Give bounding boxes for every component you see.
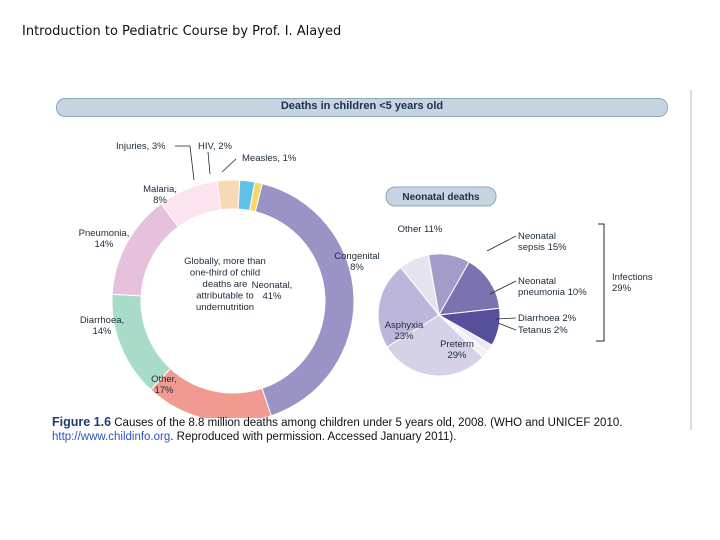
donut-label-other: Other, 17% xyxy=(151,374,177,396)
donut-label-pneumonia: Pneumonia, 14% xyxy=(79,228,130,250)
chart-title: Deaths in children <5 years old xyxy=(280,100,444,112)
donut-label-hiv: HIV, 2% xyxy=(198,141,233,152)
under-five-donut-chart xyxy=(111,179,355,418)
infections-label: Infections 29% xyxy=(612,272,653,294)
slice-neonatal-sepsis xyxy=(438,261,501,316)
leader-tetanus xyxy=(497,322,517,331)
slice-injuries xyxy=(216,179,241,211)
figure-edge-rule xyxy=(690,90,692,430)
donut-label-measles: Measles, 1% xyxy=(242,153,297,164)
chart-banner: Deaths in children <5 years old xyxy=(56,98,668,117)
neonatal-label-tetanus: Tetanus 2% xyxy=(518,325,568,336)
slice-asphyxia xyxy=(377,266,440,348)
caption-tail: . Reproduced with permission. Accessed J… xyxy=(170,431,457,443)
neonatal-labels: Other 11% Neonatal sepsis 15% Neonatal pneum… xyxy=(334,224,587,361)
donut-label-malaria: Malaria, 8% xyxy=(143,184,177,206)
neonatal-label-preterm: Preterm 29% xyxy=(440,339,474,361)
slide-header: Introduction to Pediatric Course by Prof… xyxy=(22,24,342,39)
infections-group-label: Infections 29% xyxy=(612,272,653,294)
leader-sepsis xyxy=(486,235,517,252)
slice-congenital xyxy=(400,254,440,316)
figure: Deaths in children <5 years old Globally… xyxy=(50,88,692,450)
donut-labels: Neonatal, 41% Other, 17% Diarrhoea, 14% Pneumo… xyxy=(79,141,297,396)
leader-pneumonia xyxy=(489,280,517,295)
figure-caption: Figure 1.6 Causes of the 8.8 million dea… xyxy=(52,415,682,444)
neonatal-label-asphyxia: Asphyxia 23% xyxy=(385,320,424,342)
neonatal-label-neonatal-sepsis: Neonatal sepsis 15% xyxy=(518,231,567,253)
center-note-line: deaths are xyxy=(203,279,248,290)
neonatal-label-neonatal-pneumonia: Neonatal pneumonia 10% xyxy=(518,276,587,298)
leader-hiv xyxy=(207,151,211,175)
neonatal-label-diarrhoea: Diarrhoea 2% xyxy=(518,313,577,324)
center-note-line: one-third of child xyxy=(190,268,260,279)
caption-figure-label: Figure 1.6 xyxy=(52,415,112,429)
donut-label-neonatal: Neonatal, 41% xyxy=(252,280,293,302)
center-note-line: undernutrition xyxy=(196,302,254,313)
donut-label-diarrhoea: Diarrhoea, 14% xyxy=(80,315,124,337)
caption-link[interactable]: http://www.childinfo.org xyxy=(52,431,171,443)
neonatal-pie-chart xyxy=(377,253,501,377)
infections-bracket xyxy=(596,223,605,342)
caption-text: Causes of the 8.8 million deaths among c… xyxy=(114,417,623,429)
neonatal-title-box xyxy=(385,186,497,207)
center-note-line: attributable to xyxy=(196,291,254,302)
neonatal-label-other: Other 11% xyxy=(398,224,443,235)
slice-preterm xyxy=(386,314,484,377)
neonatal-chart-title: Neonatal deaths xyxy=(402,192,480,203)
leader-injuries-down xyxy=(189,145,195,181)
leader-diarrhoea xyxy=(495,317,517,320)
donut-label-injuries: Injuries, 3% xyxy=(116,141,166,152)
leader-measles xyxy=(221,158,237,173)
donut-hole xyxy=(141,209,325,393)
center-note-line: Globally, more than xyxy=(184,256,266,267)
neonatal-label-congenital: Congenital 8% xyxy=(334,251,379,273)
